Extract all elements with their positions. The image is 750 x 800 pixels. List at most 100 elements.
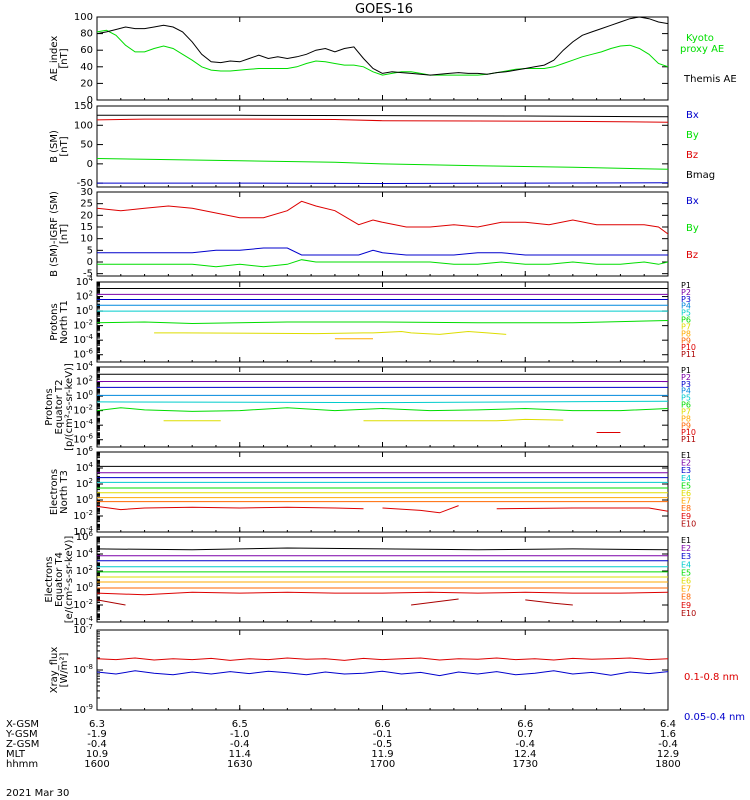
series-line-bx [97, 247, 668, 256]
footer-row-label: Z-GSM [6, 739, 39, 750]
y-axis-label: Protons [49, 303, 60, 340]
footer-value: 6.6 [375, 719, 391, 730]
y-axis-label: Electrons [49, 469, 60, 515]
legend-entry: P11 [681, 350, 696, 359]
y-tick-label: 10-9 [73, 703, 93, 716]
series-line-bz [97, 200, 668, 235]
footer-value: -0.1 [373, 729, 393, 740]
series-group [97, 17, 668, 76]
y-tick-label: 150 [74, 101, 93, 112]
y-axis-label: B (SM)-IGRF (SM) [49, 191, 60, 277]
panel-frame [96, 16, 669, 101]
footer-value: 1630 [227, 759, 252, 770]
series-group [97, 114, 668, 185]
legend: Bx By Bz [686, 196, 699, 261]
footer-value: 6.4 [660, 719, 676, 730]
legend-entry: P1 [681, 366, 691, 375]
legend-entry: P6 [681, 316, 691, 325]
y-tick-label: 40 [80, 62, 93, 73]
y-tick-label: 102 [76, 477, 93, 490]
footer-value: 0.7 [517, 729, 533, 740]
y-tick-label: 104 [76, 360, 94, 373]
panel-eequator: 10-4 10-2 100 102 104 106 Electrons Equator T4[… [44, 530, 696, 628]
panel-frame [96, 366, 669, 448]
y-tick-label: 10-2 [73, 509, 93, 522]
series-line-themis-ae [97, 17, 668, 76]
legend-entry: E2 [681, 459, 691, 468]
y-tick-label: 100 [76, 493, 93, 506]
y-axis-label: [nT] [59, 136, 70, 156]
legend-entry: E8 [681, 504, 691, 513]
legend-entry: E3 [681, 466, 691, 475]
legend-entry: P6 [681, 401, 691, 410]
legend-entry: E10 [681, 609, 696, 618]
y-tick-label: -5 [83, 269, 93, 280]
series-group [97, 288, 668, 340]
series-line-bmag [97, 114, 668, 118]
footer-row-label: MLT [6, 749, 26, 760]
footer-value: -0.5 [373, 739, 393, 750]
series-line-p5 [97, 400, 668, 404]
series-line-e10b [411, 598, 459, 606]
footer-value: -1.9 [87, 729, 107, 740]
y-axis-label: Electrons [44, 556, 55, 602]
series-line-p7b [363, 418, 564, 422]
series-line-e9c [496, 507, 668, 512]
legend-entry: By [686, 223, 699, 234]
legend-entry: P10 [681, 428, 696, 437]
footer-row-label: X-GSM [6, 719, 39, 730]
y-axis-label: B (SM) [49, 130, 60, 163]
legend-entry: Bx [686, 196, 699, 207]
series-line-bx [97, 182, 668, 185]
footer-value: -0.4 [87, 739, 107, 750]
y-tick-label: 10-2 [73, 598, 93, 611]
series-line-kyoto-proxy-ae [97, 29, 668, 76]
series-line-p7 [154, 330, 507, 335]
y-tick-label: 106 [76, 445, 94, 458]
y-tick-label: 10 [80, 234, 93, 245]
y-tick-label: 10-4 [73, 333, 93, 346]
y-tick-label: 102 [76, 375, 93, 388]
footer-value: 10.9 [86, 749, 108, 760]
footer-row-label: hhmm [6, 759, 38, 770]
y-tick-label: 10-2 [73, 319, 93, 332]
footer-row-label: Y-GSM [5, 729, 38, 740]
series-line-e1 [97, 547, 668, 551]
series-group [97, 657, 668, 677]
y-tick-label: 10-4 [73, 525, 93, 538]
footer-value: 1700 [370, 759, 395, 770]
y-tick-label: 100 [74, 120, 93, 131]
y-tick-label: 80 [80, 29, 93, 40]
panel-bsm: -50 0 50 100 150 B (SM) [nT] Bx By Bz Bmag [49, 101, 715, 189]
chart-title: GOES-16 [355, 2, 413, 17]
y-tick-label: -50 [77, 178, 93, 189]
y-tick-label: 10-6 [73, 348, 93, 361]
y-axis-label: Equator T4 [54, 552, 65, 607]
legend-entry: Bz [686, 250, 698, 261]
legend-entry: E4 [681, 474, 691, 483]
y-axis-label: [nT] [59, 224, 70, 244]
y-axis-label: Xray_flux [49, 647, 60, 694]
y-tick-label: 50 [80, 140, 93, 151]
series-line-bz [97, 118, 668, 123]
y-tick-label: 102 [76, 290, 93, 303]
legend-entry: E6 [681, 489, 691, 498]
legend-entry: P8 [681, 329, 691, 338]
legend-entry: P7 [681, 407, 691, 416]
footer-value: -1.0 [230, 729, 250, 740]
legend-entry: E5 [681, 481, 691, 490]
y-axis-label: [e/(cm²-s-sr-keV)] [64, 536, 75, 624]
legend-entry: P2 [681, 373, 691, 382]
y-tick-label: 0 [87, 159, 93, 170]
legend-entry: P10 [681, 343, 696, 352]
legend-entry: Kyoto [686, 33, 714, 44]
footer-value: -0.4 [515, 739, 535, 750]
legend-entry: By [686, 130, 699, 141]
